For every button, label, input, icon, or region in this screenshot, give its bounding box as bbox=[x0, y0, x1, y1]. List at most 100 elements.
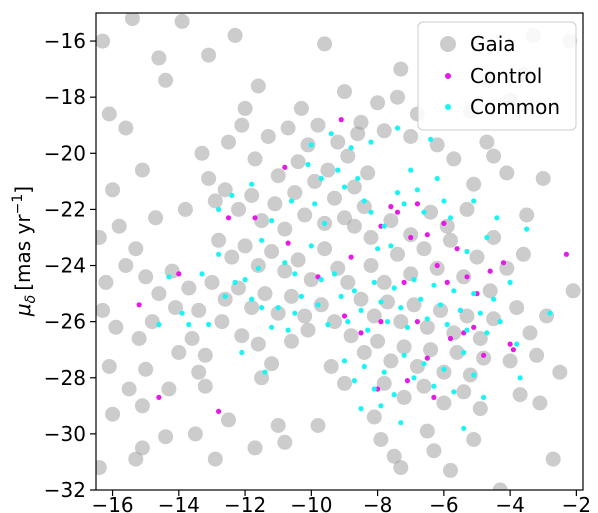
point-gaia bbox=[476, 350, 492, 366]
point-gaia bbox=[214, 314, 230, 330]
point-gaia bbox=[433, 302, 448, 318]
point-gaia bbox=[502, 353, 518, 369]
point-gaia bbox=[234, 117, 250, 133]
point-gaia bbox=[353, 291, 369, 307]
point-gaia bbox=[532, 395, 548, 411]
point-control bbox=[156, 394, 162, 400]
point-common bbox=[394, 125, 401, 131]
point-gaia bbox=[197, 347, 213, 363]
point-gaia bbox=[323, 359, 339, 374]
x-tick-label: −16 bbox=[91, 493, 133, 513]
point-common bbox=[285, 327, 291, 333]
point-gaia bbox=[479, 134, 495, 150]
point-common bbox=[431, 383, 437, 389]
point-gaia bbox=[297, 207, 313, 223]
point-gaia bbox=[376, 375, 392, 391]
point-gaia bbox=[466, 432, 482, 447]
point-gaia bbox=[105, 406, 121, 422]
point-gaia bbox=[277, 221, 293, 237]
point-control bbox=[434, 262, 440, 269]
point-common bbox=[292, 271, 298, 277]
point-gaia bbox=[297, 308, 313, 324]
point-gaia bbox=[456, 384, 472, 400]
point-gaia bbox=[327, 190, 342, 206]
point-control bbox=[507, 341, 513, 347]
point-common bbox=[371, 279, 377, 285]
point-common bbox=[255, 265, 261, 271]
point-gaia bbox=[346, 179, 362, 195]
point-common bbox=[381, 223, 387, 229]
point-gaia bbox=[393, 460, 409, 476]
point-gaia bbox=[177, 201, 193, 217]
point-common bbox=[371, 386, 377, 392]
y-tick-label: −28 bbox=[44, 366, 86, 390]
point-control bbox=[388, 204, 394, 210]
point-gaia bbox=[416, 241, 432, 257]
point-common bbox=[242, 277, 248, 283]
point-gaia bbox=[515, 246, 531, 262]
point-control bbox=[424, 355, 430, 361]
x-tick-label: −10 bbox=[290, 493, 332, 513]
point-gaia bbox=[426, 443, 442, 459]
point-common bbox=[375, 246, 381, 252]
point-gaia bbox=[429, 260, 445, 276]
point-common bbox=[428, 136, 434, 142]
point-control bbox=[481, 352, 487, 358]
point-control bbox=[464, 274, 470, 280]
point-common bbox=[444, 321, 450, 328]
point-common bbox=[186, 321, 192, 328]
point-common bbox=[312, 201, 318, 207]
point-gaia bbox=[320, 162, 336, 178]
point-gaia bbox=[469, 249, 485, 265]
point-gaia bbox=[466, 176, 482, 192]
point-control bbox=[176, 271, 182, 277]
point-common bbox=[348, 145, 354, 151]
point-gaia bbox=[270, 418, 286, 433]
point-common bbox=[481, 394, 487, 400]
point-gaia bbox=[396, 339, 412, 355]
point-common bbox=[331, 271, 338, 277]
point-gaia bbox=[250, 336, 266, 352]
point-gaia bbox=[98, 274, 114, 290]
point-gaia bbox=[138, 269, 154, 285]
point-gaia bbox=[300, 137, 316, 153]
point-control bbox=[216, 408, 222, 414]
point-gaia bbox=[201, 171, 217, 186]
point-gaia bbox=[376, 274, 392, 290]
point-gaia bbox=[436, 395, 452, 411]
point-common bbox=[451, 389, 457, 395]
point-common bbox=[388, 243, 394, 249]
point-common bbox=[156, 321, 162, 328]
point-gaia bbox=[250, 258, 266, 273]
point-gaia bbox=[396, 389, 412, 405]
point-gaia bbox=[522, 325, 538, 341]
point-control bbox=[401, 279, 407, 285]
point-gaia bbox=[254, 213, 270, 229]
point-control bbox=[414, 319, 420, 325]
point-control bbox=[394, 209, 401, 215]
point-gaia bbox=[539, 308, 555, 324]
point-gaia bbox=[124, 13, 140, 27]
point-gaia bbox=[144, 314, 160, 330]
y-tick-label: −26 bbox=[44, 310, 86, 334]
y-axis-label: μδ [mas yr−1] bbox=[10, 186, 39, 317]
point-control bbox=[282, 164, 288, 170]
point-common bbox=[477, 310, 483, 316]
point-control bbox=[441, 220, 447, 226]
point-common bbox=[308, 142, 314, 148]
point-gaia bbox=[346, 218, 362, 234]
point-common bbox=[166, 274, 172, 280]
point-common bbox=[351, 288, 357, 294]
point-gaia bbox=[529, 347, 545, 363]
point-common bbox=[401, 352, 407, 358]
point-gaia bbox=[290, 252, 306, 268]
point-gaia bbox=[472, 331, 488, 346]
y-tick-label: −18 bbox=[44, 85, 86, 109]
point-gaia bbox=[96, 460, 107, 476]
point-common bbox=[315, 302, 321, 308]
point-common bbox=[451, 288, 457, 294]
point-common bbox=[447, 215, 454, 221]
legend-label-common: Common bbox=[470, 95, 560, 119]
point-gaia bbox=[101, 359, 117, 374]
point-gaia bbox=[191, 364, 207, 380]
